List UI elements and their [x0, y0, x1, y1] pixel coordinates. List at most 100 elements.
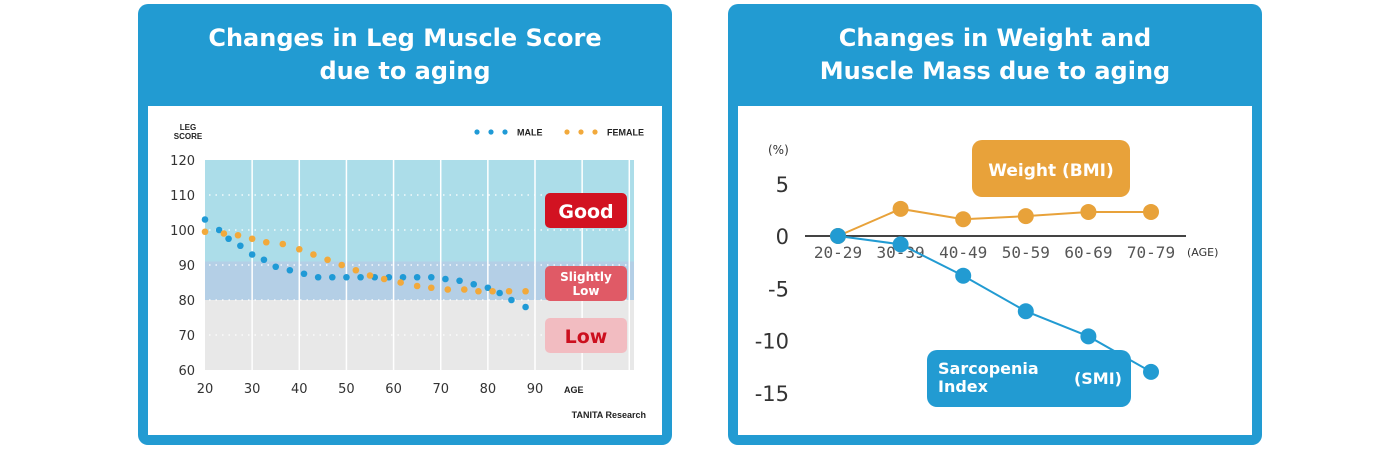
x-tick-label: 50: [338, 382, 355, 397]
y-tick-label: 80: [178, 294, 195, 309]
male-data-point: [522, 303, 529, 311]
male-data-point: [508, 296, 515, 304]
male-data-point: [286, 266, 294, 274]
female-data-point: [310, 251, 317, 258]
female-data-point: [220, 230, 228, 237]
male-data-point: [413, 273, 421, 281]
male-data-point: [300, 270, 308, 278]
male-data-point: [328, 273, 336, 281]
sarcopenia-index-smi-point: [892, 236, 909, 253]
male-data-point: [427, 273, 435, 281]
y-tick-label: 110: [170, 189, 195, 204]
sarcopenia-index-smi-point: [955, 267, 972, 284]
female-data-point: [460, 286, 468, 293]
series-lines: [830, 200, 1159, 380]
male-data-point: [456, 277, 463, 285]
y-tick-labels: 5 0 -5 -10 -15: [755, 173, 789, 406]
x-tick-label: 70: [432, 382, 449, 397]
male-data-point: [399, 273, 407, 281]
male-data-point: [248, 251, 256, 258]
y-tick-label: 60: [178, 364, 195, 379]
female-data-point: [201, 228, 209, 236]
x-axis-label: AGE: [564, 385, 584, 395]
x-tick-label: 20: [197, 382, 214, 397]
male-data-point: [215, 226, 223, 234]
y-tick-label: 0: [776, 225, 789, 249]
x-tick-label: 40: [291, 382, 308, 397]
x-tick-label: 30-39: [877, 243, 925, 262]
weight-series-label: Weight (BMI): [972, 140, 1130, 197]
female-data-point: [505, 287, 513, 295]
slightly-low-badge-line2: Low: [573, 284, 600, 298]
low-badge: Low: [545, 318, 627, 353]
y-tick-labels: 120 110 100 90 80 70 60: [170, 154, 195, 379]
data-points: [201, 216, 529, 311]
y-tick-label: 5: [776, 173, 789, 197]
male-data-point: [201, 216, 209, 223]
male-data-point: [272, 263, 280, 271]
female-data-point: [279, 240, 287, 248]
legend-male-dot: [474, 129, 480, 135]
female-data-point: [366, 272, 374, 279]
weight-label-text: Weight (BMI): [988, 161, 1114, 181]
x-tick-label: 50-59: [1002, 243, 1050, 262]
legend-female-dot: [592, 129, 598, 135]
y-tick-label: 70: [178, 329, 195, 344]
male-data-point: [442, 275, 449, 283]
weight-bmi-point: [955, 211, 972, 228]
weight-bmi-point: [1143, 203, 1159, 220]
slightly-low-badge-line1: Slightly: [560, 270, 612, 284]
y-axis-label-line1: LEG: [180, 123, 196, 132]
slightly-low-badge: Slightly Low: [545, 266, 627, 301]
y-tick-label: -5: [768, 277, 789, 301]
female-data-point: [444, 286, 452, 293]
male-data-point: [314, 273, 322, 281]
weight-bmi-point: [1017, 208, 1034, 225]
y-axis-unit-label: (%): [768, 143, 789, 157]
female-data-point: [338, 261, 346, 269]
female-data-point: [295, 245, 303, 253]
x-tick-label: 90: [527, 382, 544, 397]
y-tick-label: -15: [755, 382, 789, 406]
male-data-point: [343, 273, 350, 281]
female-data-point: [427, 284, 435, 292]
x-axis-unit-label: (AGE): [1187, 246, 1218, 259]
x-tick-label: 20-29: [814, 243, 862, 262]
title-line-1: Changes in Leg Muscle Score: [208, 24, 602, 52]
male-data-point: [225, 235, 232, 243]
legend-male-label: MALE: [517, 128, 543, 138]
sarcopenia-index-smi-line: [837, 235, 1152, 373]
low-badge-label: Low: [565, 326, 608, 348]
weight-bmi-point: [1080, 203, 1097, 220]
female-data-point: [234, 231, 242, 239]
x-tick-labels: 20-29 30-39 40-49 50-59 60-69 70-79: [814, 243, 1175, 262]
title-line-2: Muscle Mass due to aging: [819, 57, 1171, 85]
sarcopenia-index-smi-point: [1080, 328, 1097, 345]
female-data-point: [248, 235, 256, 243]
female-data-point: [397, 279, 404, 286]
good-badge: Good: [545, 193, 627, 228]
female-data-point: [352, 266, 360, 274]
legend: MALE FEMALE: [474, 128, 644, 138]
sarcopenia-index-smi-point: [1017, 303, 1034, 320]
legend-male-dot: [488, 129, 494, 135]
sarcopenia-index-smi-point: [830, 228, 846, 244]
y-tick-label: -10: [755, 330, 789, 354]
x-tick-label: 60: [385, 382, 402, 397]
source-note: TANITA Research: [572, 410, 646, 420]
weight-muscle-title: Changes in Weight and Muscle Mass due to…: [728, 22, 1262, 88]
x-tick-label: 40-49: [939, 243, 987, 262]
female-data-point: [324, 256, 331, 264]
title-line-2: due to aging: [319, 57, 491, 85]
x-tick-label: 60-69: [1064, 243, 1112, 262]
female-data-point: [413, 282, 421, 290]
female-data-point: [262, 238, 270, 246]
weight-bmi-line: [837, 207, 1151, 237]
y-tick-label: 90: [178, 259, 195, 274]
female-data-point: [489, 287, 496, 295]
male-data-point: [237, 242, 244, 250]
x-tick-label: 70-79: [1127, 243, 1175, 262]
x-tick-labels: 20 30 40 50 60 70 80 90: [197, 382, 544, 397]
